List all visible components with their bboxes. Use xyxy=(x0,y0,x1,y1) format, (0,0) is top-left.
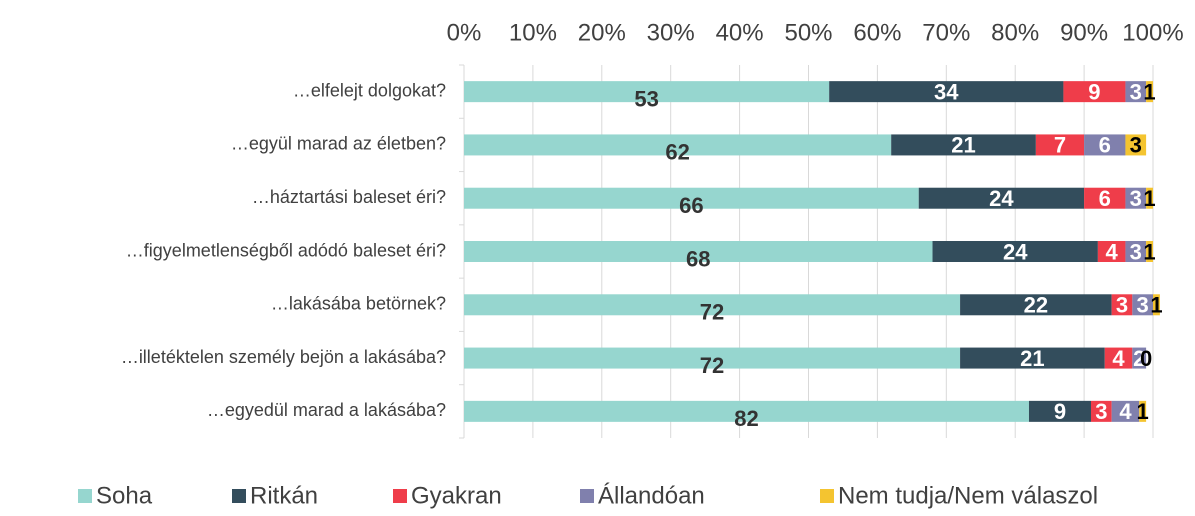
data-label: 1 xyxy=(1150,293,1162,318)
bar-segment xyxy=(1132,347,1147,369)
data-label: 21 xyxy=(951,133,975,158)
bar-segment xyxy=(960,347,1105,369)
data-label: 3 xyxy=(1137,293,1149,318)
bar-segment xyxy=(1111,294,1133,316)
bar-segment xyxy=(960,294,1112,316)
data-label: 4 xyxy=(1112,346,1125,371)
bar-segment xyxy=(1146,241,1153,262)
bar-segment xyxy=(1125,187,1147,209)
bar-segment xyxy=(1097,241,1126,262)
x-tick-label: 60% xyxy=(853,19,901,46)
legend-swatch xyxy=(232,489,246,503)
legend-swatch xyxy=(820,489,834,503)
bar-segment xyxy=(1125,81,1147,103)
bar-segment xyxy=(1084,134,1126,156)
x-tick-label: 10% xyxy=(509,19,557,46)
data-label: 1 xyxy=(1143,186,1155,211)
category-label: …együl marad az életben? xyxy=(231,134,446,154)
bar-segment xyxy=(464,400,1029,422)
legend-swatch xyxy=(78,489,92,503)
data-label: 1 xyxy=(1143,79,1155,104)
data-label: 3 xyxy=(1130,133,1142,158)
x-tick-label: 30% xyxy=(647,19,695,46)
data-label: 1 xyxy=(1137,399,1149,424)
x-tick-label: 100% xyxy=(1122,19,1183,46)
data-label: 6 xyxy=(1099,133,1111,158)
data-label: 66 xyxy=(679,193,703,218)
bar-segment xyxy=(1139,400,1147,422)
category-label: …elfelejt dolgokat? xyxy=(293,80,446,100)
data-label: 24 xyxy=(989,186,1014,211)
data-label: 3 xyxy=(1095,399,1107,424)
bar-segment xyxy=(1104,347,1133,369)
data-label: 72 xyxy=(700,300,724,325)
category-label: …figyelmetlenségből adódó baleset éri? xyxy=(126,240,446,260)
data-label: 3 xyxy=(1130,79,1142,104)
legend-label: Gyakran xyxy=(411,482,502,509)
x-tick-label: 40% xyxy=(716,19,764,46)
bar-segment xyxy=(1125,241,1147,262)
data-label: 0 xyxy=(1140,346,1152,371)
bar-segment xyxy=(1111,400,1140,422)
data-label: 72 xyxy=(700,353,724,378)
data-label: 82 xyxy=(734,406,758,431)
legend-swatch xyxy=(580,489,594,503)
bar-segment xyxy=(1035,134,1085,156)
bar-segment xyxy=(464,241,933,262)
bar-segment xyxy=(464,347,961,369)
data-label: 3 xyxy=(1130,186,1142,211)
bar-segment xyxy=(1090,400,1112,422)
bar-segment xyxy=(464,187,919,209)
data-label: 53 xyxy=(634,86,658,111)
data-label: 4 xyxy=(1106,239,1119,264)
bar-segment xyxy=(464,294,961,316)
bar-segment xyxy=(1146,81,1153,103)
data-label: 24 xyxy=(1003,239,1028,264)
bar-segment xyxy=(1063,81,1126,103)
data-label: 1 xyxy=(1143,239,1155,264)
data-label: 6 xyxy=(1099,186,1111,211)
data-label: 9 xyxy=(1054,399,1066,424)
category-label: …lakásába betörnek? xyxy=(271,294,446,314)
data-label: 68 xyxy=(686,246,710,271)
x-tick-label: 90% xyxy=(1060,19,1108,46)
data-label: 34 xyxy=(934,79,959,104)
data-label: 3 xyxy=(1130,239,1142,264)
data-label: 4 xyxy=(1119,399,1132,424)
data-label: 9 xyxy=(1088,79,1100,104)
bar-segment xyxy=(464,134,892,156)
bar-segment xyxy=(1125,134,1147,156)
bar-segment xyxy=(918,187,1085,209)
data-label: 62 xyxy=(665,140,689,165)
x-tick-label: 0% xyxy=(447,19,482,46)
x-tick-label: 80% xyxy=(991,19,1039,46)
bar-segment xyxy=(932,241,1098,262)
legend-label: Állandóan xyxy=(598,482,705,509)
bar-segment xyxy=(1146,187,1153,209)
data-label: 3 xyxy=(1116,293,1128,318)
category-label: …háztartási baleset éri? xyxy=(252,187,446,207)
bar-segment xyxy=(1028,400,1091,422)
x-tick-label: 50% xyxy=(784,19,832,46)
category-label: …illetéktelen személy bejön a lakásába? xyxy=(121,347,446,367)
legend-label: Ritkán xyxy=(250,482,318,509)
bar-segment xyxy=(1153,294,1160,316)
bar-segment xyxy=(829,81,1064,103)
category-label: …egyedül marad a lakásába? xyxy=(207,400,446,420)
legend-label: Nem tudja/Nem válaszol xyxy=(838,482,1098,509)
data-label: 2 xyxy=(1133,346,1145,371)
legend-label: Soha xyxy=(96,482,153,509)
bar-segment xyxy=(464,81,830,103)
legend-swatch xyxy=(393,489,407,503)
bar-segment xyxy=(1084,187,1126,209)
data-label: 21 xyxy=(1020,346,1044,371)
bar-segment xyxy=(891,134,1036,156)
x-tick-label: 20% xyxy=(578,19,626,46)
data-label: 22 xyxy=(1024,293,1048,318)
data-label: 7 xyxy=(1054,133,1066,158)
bar-segment xyxy=(1132,294,1153,316)
x-tick-label: 70% xyxy=(922,19,970,46)
